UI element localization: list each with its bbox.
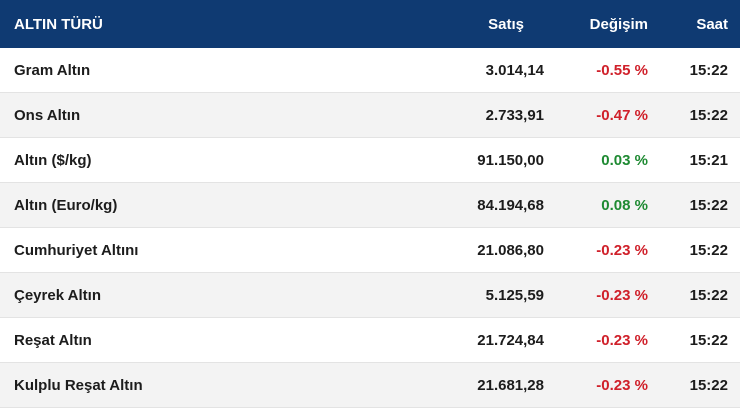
gold-time: 15:21 — [689, 151, 728, 169]
gold-change: -0.23 % — [596, 331, 648, 349]
gold-name[interactable]: Cumhuriyet Altını — [14, 241, 139, 259]
gold-time: 15:22 — [689, 241, 728, 259]
gold-change: 0.08 % — [601, 196, 648, 214]
table-row[interactable]: Kulplu Reşat Altın 21.681,28 -0.23 % 15:… — [0, 363, 740, 408]
table-row[interactable]: Ons Altın 2.733,91 -0.47 % 15:22 — [0, 93, 740, 138]
table-row[interactable]: Çeyrek Altın 5.125,59 -0.23 % 15:22 — [0, 273, 740, 318]
gold-name[interactable]: Altın ($/kg) — [14, 151, 92, 169]
header-name[interactable]: ALTIN TÜRÜ — [14, 15, 103, 33]
gold-price: 21.681,28 — [477, 376, 544, 394]
gold-name[interactable]: Altın (Euro/kg) — [14, 196, 118, 214]
gold-change: -0.47 % — [596, 106, 648, 124]
gold-price: 2.733,91 — [485, 106, 544, 124]
gold-change: -0.23 % — [596, 376, 648, 394]
header-time[interactable]: Saat — [696, 15, 728, 33]
gold-time: 15:22 — [689, 331, 728, 349]
table-header: ALTIN TÜRÜ Satış Değişim Saat — [0, 0, 740, 48]
gold-change: 0.03 % — [601, 151, 648, 169]
gold-time: 15:22 — [689, 286, 728, 304]
gold-price: 3.014,14 — [485, 61, 544, 79]
gold-name[interactable]: Kulplu Reşat Altın — [14, 376, 143, 394]
table-row[interactable]: Altın ($/kg) 91.150,00 0.03 % 15:21 — [0, 138, 740, 183]
gold-name[interactable]: Çeyrek Altın — [14, 286, 101, 304]
header-price[interactable]: Satış — [488, 15, 524, 33]
gold-price: 84.194,68 — [477, 196, 544, 214]
gold-price: 91.150,00 — [477, 151, 544, 169]
gold-time: 15:22 — [689, 61, 728, 79]
gold-price: 5.125,59 — [485, 286, 544, 304]
gold-time: 15:22 — [689, 196, 728, 214]
gold-price: 21.086,80 — [477, 241, 544, 259]
gold-name[interactable]: Reşat Altın — [14, 331, 92, 349]
gold-time: 15:22 — [689, 106, 728, 124]
table-row[interactable]: Gram Altın 3.014,14 -0.55 % 15:22 — [0, 48, 740, 93]
table-row[interactable]: Reşat Altın 21.724,84 -0.23 % 15:22 — [0, 318, 740, 363]
gold-change: -0.55 % — [596, 61, 648, 79]
gold-change: -0.23 % — [596, 241, 648, 259]
gold-change: -0.23 % — [596, 286, 648, 304]
gold-name[interactable]: Gram Altın — [14, 61, 91, 79]
table-row[interactable]: Cumhuriyet Altını 21.086,80 -0.23 % 15:2… — [0, 228, 740, 273]
table-row[interactable]: Altın (Euro/kg) 84.194,68 0.08 % 15:22 — [0, 183, 740, 228]
header-change[interactable]: Değişim — [589, 15, 648, 33]
gold-time: 15:22 — [689, 376, 728, 394]
gold-price: 21.724,84 — [477, 331, 544, 349]
gold-name[interactable]: Ons Altın — [14, 106, 81, 124]
